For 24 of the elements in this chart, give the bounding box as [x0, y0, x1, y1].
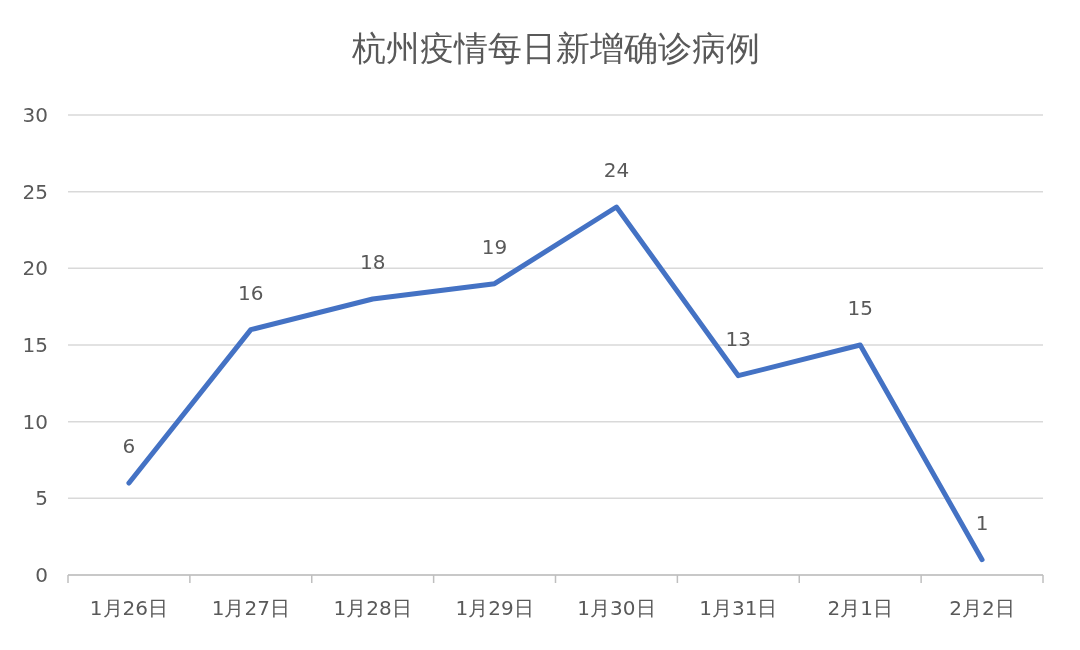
y-tick-label: 5	[35, 486, 48, 511]
x-tick-label: 1月27日	[211, 596, 290, 620]
y-tick-label: 20	[22, 256, 48, 281]
x-tick-label: 1月30日	[577, 596, 656, 620]
data-label: 13	[725, 326, 752, 351]
data-label: 15	[847, 296, 873, 320]
data-label: 19	[481, 234, 508, 259]
y-tick-label: 0	[35, 563, 48, 587]
x-tick-label: 1月26日	[89, 596, 169, 620]
x-tick-label: 2月2日	[949, 596, 1015, 620]
data-label: 1	[975, 510, 989, 535]
chart-title: 杭州疫情每日新增确诊病例	[350, 28, 760, 68]
y-tick-label: 15	[22, 333, 48, 357]
y-tick-label: 30	[22, 103, 48, 127]
data-label: 24	[603, 158, 630, 182]
x-tick-label: 1月29日	[455, 596, 534, 620]
x-tick-label: 1月28日	[333, 596, 412, 620]
y-tick-label: 10	[22, 409, 48, 434]
x-tick-label: 2月1日	[827, 596, 893, 620]
y-tick-label: 25	[22, 179, 48, 204]
data-label: 18	[359, 250, 386, 274]
data-label: 6	[122, 434, 136, 458]
data-label: 16	[238, 280, 264, 305]
x-tick-label: 1月31日	[699, 596, 778, 620]
